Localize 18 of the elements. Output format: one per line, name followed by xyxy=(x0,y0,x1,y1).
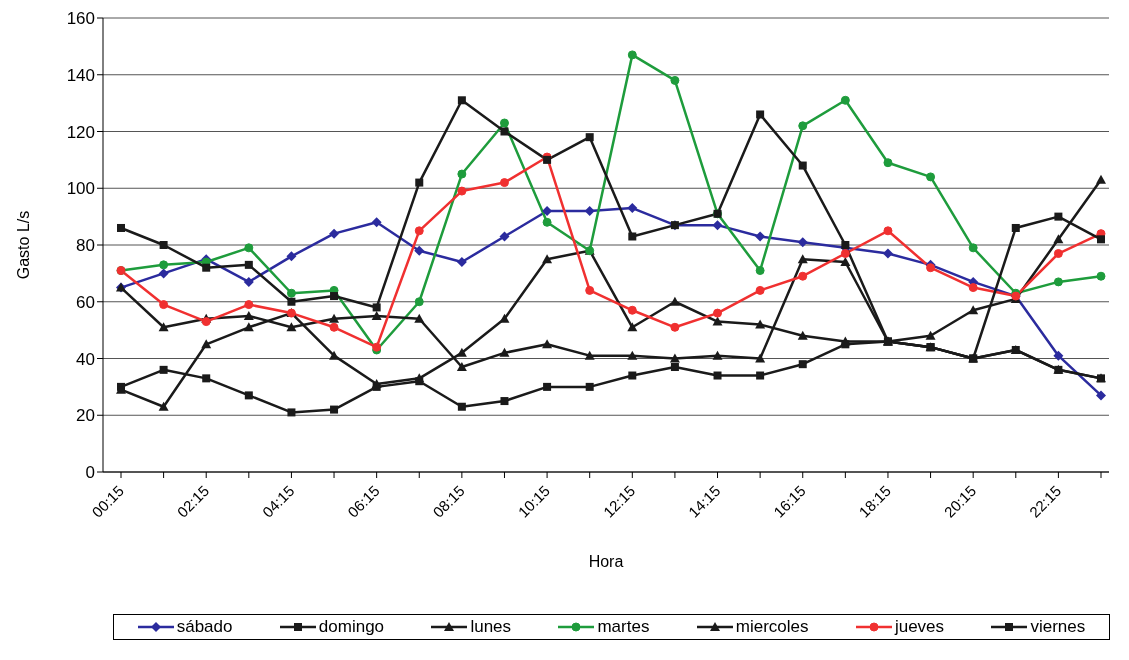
legend-label: miercoles xyxy=(735,617,809,637)
x-axis-title: Hora xyxy=(588,553,624,570)
y-tick-label: 120 xyxy=(66,122,95,142)
legend-label: domingo xyxy=(318,617,385,637)
legend-label: martes xyxy=(597,617,650,637)
y-tick-label: 100 xyxy=(66,179,95,199)
y-tick-label: 80 xyxy=(76,236,95,256)
y-tick-label: 60 xyxy=(76,292,95,312)
y-tick-label: 160 xyxy=(66,9,95,29)
legend-label: viernes xyxy=(1030,617,1086,637)
y-tick-label: 0 xyxy=(85,463,95,483)
y-tick-label: 40 xyxy=(76,349,95,369)
legend-label: jueves xyxy=(894,617,945,637)
legend-label: sábado xyxy=(176,617,233,637)
y-axis-title: Gasto L/s xyxy=(14,210,32,280)
legend-label: lunes xyxy=(470,617,512,637)
y-tick-label: 20 xyxy=(76,406,95,426)
y-tick-label: 140 xyxy=(66,65,95,85)
